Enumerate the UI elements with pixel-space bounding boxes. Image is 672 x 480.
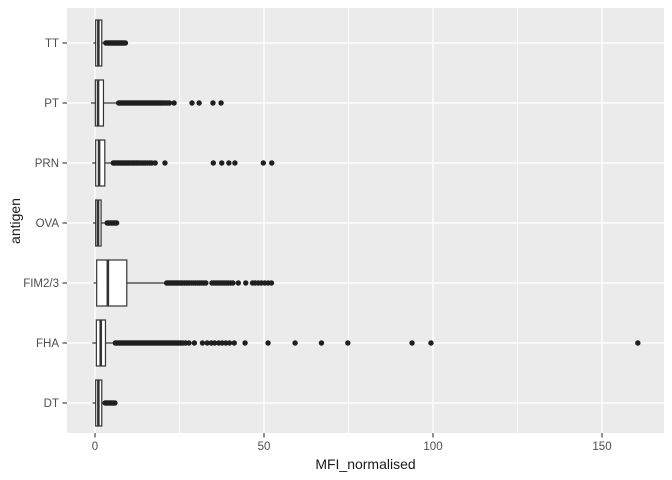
outlier-point (226, 160, 232, 166)
y-tick-label: TT (45, 38, 59, 50)
outlier-point (210, 100, 216, 106)
outlier-point (162, 160, 168, 166)
outlier-point (171, 100, 177, 106)
outlier-point (122, 40, 129, 46)
y-tick-label: OVA (36, 218, 60, 230)
outlier-point (112, 400, 118, 406)
outlier-point (204, 340, 210, 346)
outlier-point (232, 160, 238, 166)
y-tick-label: FHA (36, 338, 59, 350)
iqr-box (94, 79, 105, 127)
outlier-point (219, 340, 225, 346)
outlier-point (191, 340, 198, 346)
y-tick-label: PT (44, 98, 59, 110)
outlier-point (218, 100, 224, 106)
outlier-point (210, 160, 216, 166)
x-tick-label: 0 (92, 441, 98, 453)
outlier-point (242, 340, 248, 346)
outlier-point (345, 340, 351, 346)
outlier-point (235, 280, 242, 286)
outlier-point (428, 340, 434, 346)
outlier-point (199, 340, 206, 346)
iqr-box (96, 259, 128, 307)
outlier-point (269, 160, 275, 166)
outlier-point (211, 340, 218, 346)
outlier-point (635, 340, 641, 346)
outlier-point (203, 280, 209, 286)
outlier-point (219, 160, 225, 166)
outlier-point (243, 280, 249, 286)
outlier-point (230, 280, 236, 286)
outlier-point (260, 160, 267, 166)
x-tick-label: 50 (258, 441, 271, 453)
x-axis-title: MFI_normalised (315, 456, 416, 472)
outlier-point (318, 340, 325, 346)
outlier-point (166, 100, 173, 106)
y-tick-label: PRN (35, 158, 59, 170)
x-tick-label: 100 (423, 441, 442, 453)
x-tick-label: 150 (592, 441, 611, 453)
outlier-point (186, 340, 192, 346)
outlier-point (268, 280, 275, 286)
outlier-point (226, 340, 233, 346)
outlier-point (113, 220, 120, 226)
y-tick-label: FIM2/3 (23, 278, 59, 290)
outlier-point (231, 340, 237, 346)
outlier-point (292, 340, 298, 346)
outlier-point (265, 340, 271, 346)
outlier-point (189, 100, 195, 106)
outlier-point (152, 160, 158, 166)
outlier-point (196, 100, 202, 106)
outlier-point (409, 340, 415, 346)
y-axis-title: antigen (7, 198, 23, 244)
plot-panel (67, 8, 664, 433)
outlier-point (223, 340, 229, 346)
y-tick-label: DT (44, 398, 59, 410)
